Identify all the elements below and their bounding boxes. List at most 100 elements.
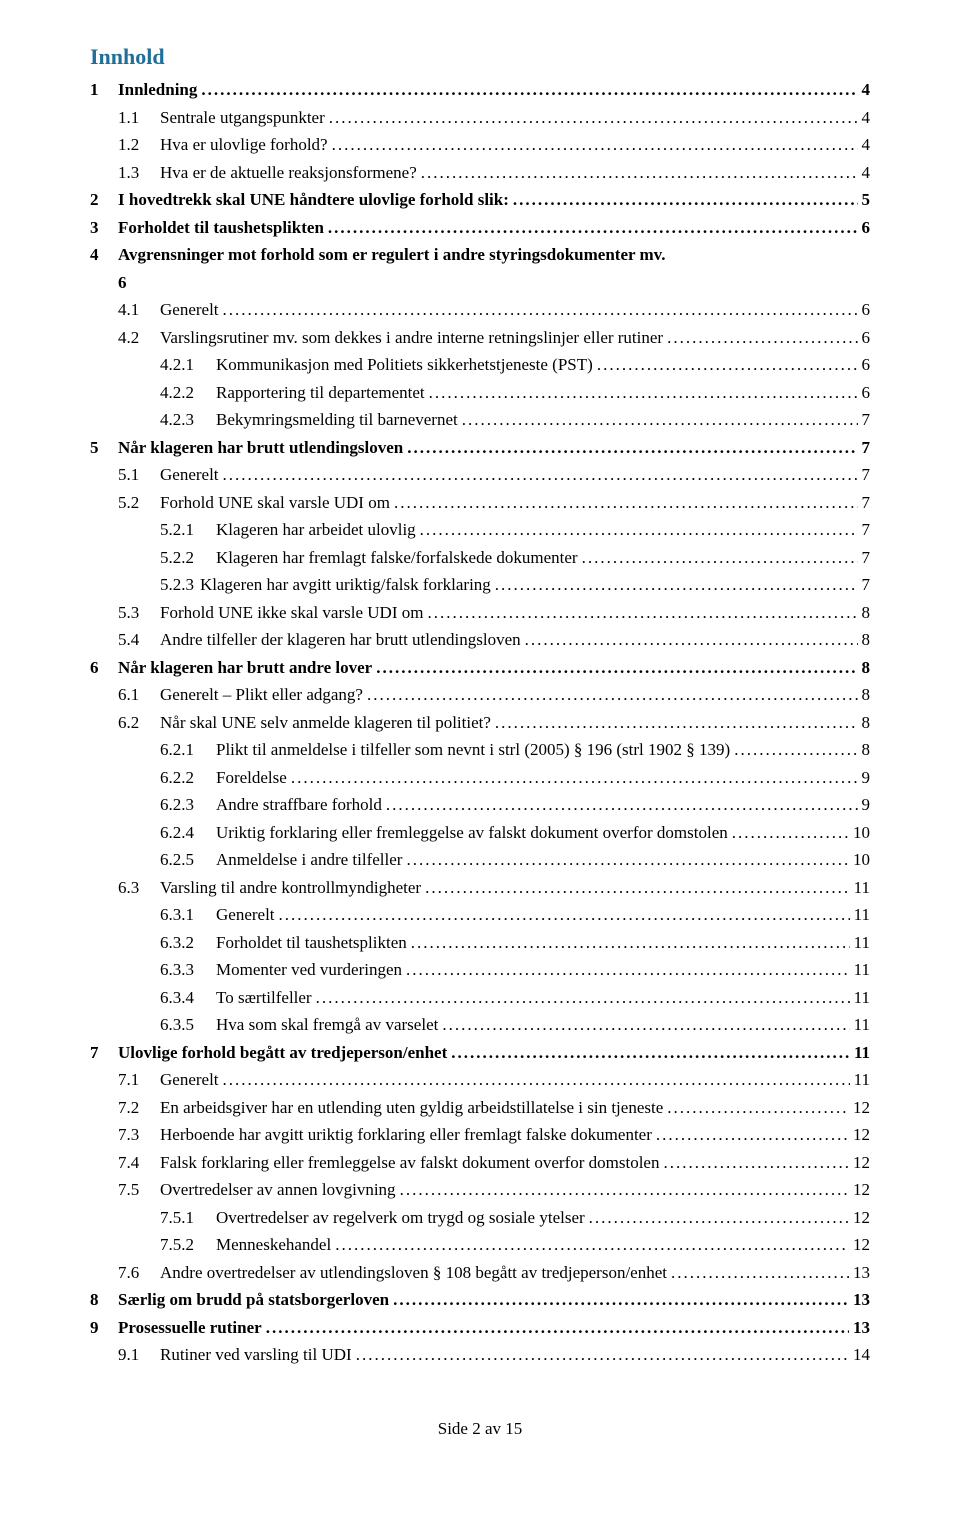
toc-page: 12 <box>853 1205 870 1231</box>
toc-text: Varsling til andre kontrollmyndigheter <box>160 875 421 901</box>
toc-number: 7.4 <box>118 1150 160 1176</box>
toc-leader <box>589 1205 849 1231</box>
toc-entry: 5.2Forhold UNE skal varsle UDI om7 <box>90 490 870 516</box>
toc-text: Generelt <box>160 1067 219 1093</box>
toc-leader <box>223 1067 850 1093</box>
toc-entry: 6.2.3Andre straffbare forhold9 <box>90 792 870 818</box>
toc-text: Forhold UNE ikke skal varsle UDI om <box>160 600 423 626</box>
toc-page: 13 <box>853 1315 870 1341</box>
toc-text: Momenter ved vurderingen <box>216 957 402 983</box>
toc-leader <box>525 627 858 653</box>
toc-entry: 7.2En arbeidsgiver har en utlending uten… <box>90 1095 870 1121</box>
toc-title: Innhold <box>90 40 870 73</box>
toc-entry: 7.5.2Menneskehandel12 <box>90 1232 870 1258</box>
toc-text: Herboende har avgitt uriktig forklaring … <box>160 1122 652 1148</box>
toc-entry: 5Når klageren har brutt utlendingsloven7 <box>90 435 870 461</box>
toc-entry: 6.2.4Uriktig forklaring eller fremleggel… <box>90 820 870 846</box>
toc-leader <box>223 297 858 323</box>
toc-entry: 6.2.2Foreldelse9 <box>90 765 870 791</box>
toc-entry: 6.2.5Anmeldelse i andre tilfeller10 <box>90 847 870 873</box>
toc-text: Når klageren har brutt utlendingsloven <box>118 435 403 461</box>
toc-number: 8 <box>90 1287 118 1313</box>
toc-text: Rapportering til departementet <box>216 380 425 406</box>
toc-leader <box>495 572 858 598</box>
toc-page: 12 <box>853 1177 870 1203</box>
toc-text: Forholdet til taushetsplikten <box>216 930 407 956</box>
toc-number: 6.3.3 <box>160 957 216 983</box>
toc-text: I hovedtrekk skal UNE håndtere ulovlige … <box>118 187 509 213</box>
toc-entry: 6.3.3Momenter ved vurderingen 11 <box>90 957 870 983</box>
toc-text: Generelt <box>160 297 219 323</box>
toc-number: 6.2 <box>118 710 160 736</box>
toc-leader <box>667 325 857 351</box>
toc-number: 9.1 <box>118 1342 160 1368</box>
toc-leader <box>329 105 858 131</box>
toc-entry: 7.6Andre overtredelser av utlendingslove… <box>90 1260 870 1286</box>
page-footer: Side 2 av 15 <box>90 1416 870 1442</box>
toc-page: 6 <box>862 297 871 323</box>
toc-number: 1.1 <box>118 105 160 131</box>
toc-page: 5 <box>862 187 871 213</box>
toc-page: 11 <box>854 930 870 956</box>
toc-leader <box>356 1342 849 1368</box>
toc-leader <box>279 902 850 928</box>
toc-entry: 4.2.1Kommunikasjon med Politiets sikkerh… <box>90 352 870 378</box>
toc-page: 11 <box>854 957 870 983</box>
toc-entry: 7.5.1Overtredelser av regelverk om trygd… <box>90 1205 870 1231</box>
toc-number: 6.3.4 <box>160 985 216 1011</box>
toc-page: 6 <box>862 325 871 351</box>
toc-entry: 6.1Generelt – Plikt eller adgang?8 <box>90 682 870 708</box>
toc-number: 4.2.2 <box>160 380 216 406</box>
toc-number: 5.2.3 <box>160 572 194 598</box>
toc-leader <box>376 655 857 681</box>
toc-page: 4 <box>862 77 871 103</box>
toc-page: 8 <box>862 710 871 736</box>
toc-page: 10 <box>853 820 870 846</box>
toc-number: 9 <box>90 1315 118 1341</box>
toc-leader <box>427 600 857 626</box>
toc-number: 6.2.5 <box>160 847 216 873</box>
toc-page: 11 <box>854 1067 870 1093</box>
toc-text: Overtredelser av annen lovgivning <box>160 1177 396 1203</box>
toc-page: 8 <box>862 600 871 626</box>
toc-page: 9 <box>862 792 871 818</box>
toc-number: 1.2 <box>118 132 160 158</box>
toc-text: To særtilfeller <box>216 985 312 1011</box>
toc-number: 6.1 <box>118 682 160 708</box>
toc-text: Klageren har fremlagt falske/forfalskede… <box>216 545 578 571</box>
toc-page: 7 <box>862 545 871 571</box>
toc-leader <box>406 847 849 873</box>
toc-number: 5.3 <box>118 600 160 626</box>
toc-leader <box>656 1122 849 1148</box>
toc-entry: 4Avgrensninger mot forhold som er regule… <box>90 242 870 268</box>
toc-page: 12 <box>853 1232 870 1258</box>
toc-entry: 5.2.1Klageren har arbeidet ulovlig7 <box>90 517 870 543</box>
toc-entry: 2I hovedtrekk skal UNE håndtere ulovlige… <box>90 187 870 213</box>
toc-entry: 6.3.4To særtilfeller11 <box>90 985 870 1011</box>
toc-page: 13 <box>853 1287 870 1313</box>
toc-number: 7.5.2 <box>160 1232 216 1258</box>
toc-text: Bekymringsmelding til barnevernet <box>216 407 458 433</box>
toc-leader <box>425 875 850 901</box>
toc-page: 11 <box>854 875 870 901</box>
toc-number: 6.3.1 <box>160 902 216 928</box>
toc-text: Forhold UNE skal varsle UDI om <box>160 490 390 516</box>
toc-page: 7 <box>862 435 871 461</box>
toc-page: 6 <box>862 215 871 241</box>
toc-text: Uriktig forklaring eller fremleggelse av… <box>216 820 728 846</box>
toc-text: Når skal UNE selv anmelde klageren til p… <box>160 710 491 736</box>
toc-leader <box>266 1315 849 1341</box>
toc-leader <box>667 1095 849 1121</box>
toc-number: 4.1 <box>118 297 160 323</box>
toc-text: Generelt – Plikt eller adgang? <box>160 682 363 708</box>
toc-entry: 5.2.3Klageren har avgitt uriktig/falsk f… <box>90 572 870 598</box>
toc-text: Forholdet til taushetsplikten <box>118 215 324 241</box>
toc-entry: 1.2Hva er ulovlige forhold?4 <box>90 132 870 158</box>
toc-leader <box>462 407 858 433</box>
toc-leader <box>394 490 858 516</box>
toc-text: Hva som skal fremgå av varselet <box>216 1012 438 1038</box>
toc-number: 4.2.1 <box>160 352 216 378</box>
toc-leader <box>421 160 858 186</box>
toc-text: Generelt <box>160 462 219 488</box>
toc-text: Andre tilfeller der klageren har brutt u… <box>160 627 521 653</box>
